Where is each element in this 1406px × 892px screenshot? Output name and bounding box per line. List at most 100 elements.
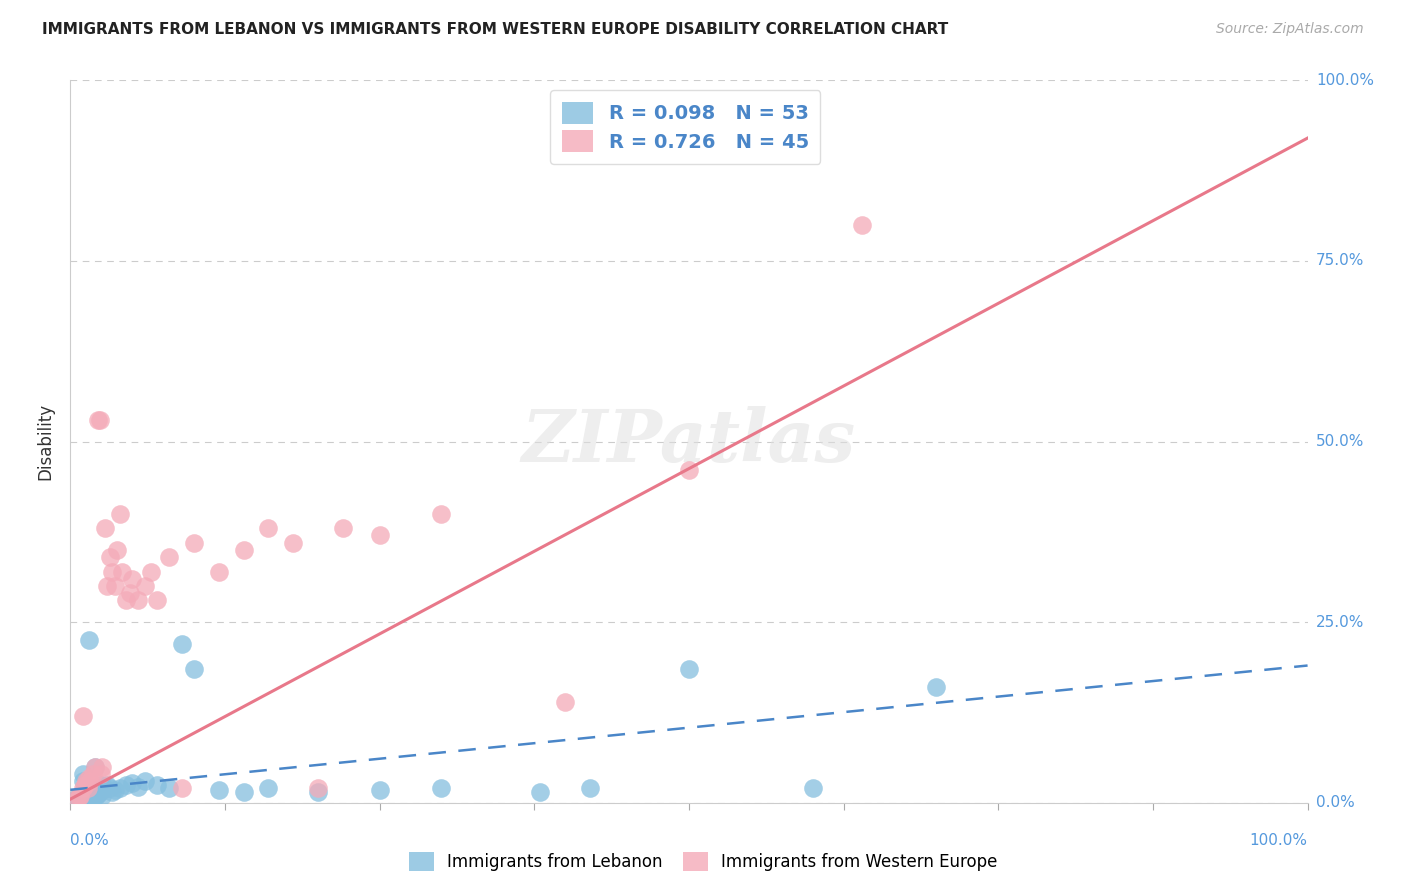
Point: [75, 787, 97, 801]
Point: [121, 572, 143, 586]
Point: [72, 774, 94, 789]
Point: [72, 793, 94, 807]
Point: [89, 785, 111, 799]
Text: 75.0%: 75.0%: [1316, 253, 1364, 268]
Point: [70, 787, 93, 801]
Point: [84, 760, 107, 774]
Point: [82, 767, 104, 781]
Legend: R = 0.098   N = 53, R = 0.726   N = 45: R = 0.098 N = 53, R = 0.726 N = 45: [550, 90, 821, 164]
Point: [108, 507, 131, 521]
Point: [678, 463, 700, 477]
Point: [72, 781, 94, 796]
Point: [90, 778, 112, 792]
Text: ZIPatlas: ZIPatlas: [522, 406, 856, 477]
Y-axis label: Disability: Disability: [37, 403, 55, 480]
Point: [77, 771, 100, 785]
Point: [86, 787, 108, 801]
Point: [69, 789, 91, 803]
Point: [257, 781, 280, 796]
Point: [89, 413, 111, 427]
Point: [69, 791, 91, 805]
Point: [84, 789, 107, 803]
Point: [307, 785, 329, 799]
Point: [332, 521, 354, 535]
Text: 0.0%: 0.0%: [70, 833, 110, 848]
Text: 50.0%: 50.0%: [1316, 434, 1364, 449]
Point: [157, 550, 180, 565]
Point: [554, 695, 576, 709]
Point: [307, 781, 329, 796]
Point: [98, 781, 121, 796]
Point: [72, 785, 94, 799]
Legend: Immigrants from Lebanon, Immigrants from Western Europe: Immigrants from Lebanon, Immigrants from…: [401, 843, 1005, 880]
Point: [678, 662, 700, 676]
Point: [430, 507, 453, 521]
Point: [146, 778, 169, 792]
Point: [80, 789, 103, 803]
Point: [98, 550, 121, 565]
Point: [368, 528, 391, 542]
Point: [134, 579, 156, 593]
Point: [75, 774, 97, 789]
Point: [851, 218, 873, 232]
Point: [121, 775, 143, 789]
Point: [67, 789, 90, 803]
Point: [75, 790, 97, 805]
Point: [232, 785, 254, 799]
Point: [86, 413, 108, 427]
Point: [90, 767, 112, 781]
Point: [157, 781, 180, 796]
Point: [127, 593, 149, 607]
Text: 100.0%: 100.0%: [1316, 73, 1374, 87]
Text: IMMIGRANTS FROM LEBANON VS IMMIGRANTS FROM WESTERN EUROPE DISABILITY CORRELATION: IMMIGRANTS FROM LEBANON VS IMMIGRANTS FR…: [42, 22, 949, 37]
Point: [72, 709, 94, 723]
Point: [579, 781, 602, 796]
Point: [101, 785, 124, 799]
Point: [82, 787, 104, 801]
Point: [146, 593, 169, 607]
Point: [127, 780, 149, 794]
Point: [118, 586, 141, 600]
Point: [111, 565, 134, 579]
Point: [65, 792, 87, 806]
Point: [208, 565, 231, 579]
Point: [94, 781, 117, 796]
Point: [170, 781, 193, 796]
Point: [79, 781, 101, 796]
Point: [76, 781, 98, 796]
Text: 100.0%: 100.0%: [1250, 833, 1308, 848]
Point: [139, 565, 162, 579]
Text: Source: ZipAtlas.com: Source: ZipAtlas.com: [1216, 22, 1364, 37]
Point: [281, 535, 304, 549]
Point: [115, 593, 138, 607]
Point: [91, 789, 114, 803]
Point: [925, 680, 948, 694]
Point: [183, 535, 205, 549]
Point: [94, 521, 117, 535]
Point: [87, 781, 110, 796]
Point: [77, 785, 100, 799]
Point: [67, 790, 90, 805]
Point: [73, 789, 96, 803]
Point: [72, 790, 94, 805]
Point: [257, 521, 280, 535]
Point: [96, 579, 118, 593]
Point: [170, 637, 193, 651]
Point: [232, 542, 254, 557]
Point: [77, 633, 100, 648]
Text: 0.0%: 0.0%: [1316, 796, 1354, 810]
Point: [66, 790, 89, 805]
Point: [208, 782, 231, 797]
Point: [84, 760, 107, 774]
Point: [101, 565, 124, 579]
Point: [72, 767, 94, 781]
Point: [115, 778, 138, 792]
Point: [183, 662, 205, 676]
Point: [76, 789, 98, 804]
Point: [134, 774, 156, 789]
Point: [529, 785, 551, 799]
Point: [79, 774, 101, 789]
Point: [108, 781, 131, 796]
Point: [105, 542, 128, 557]
Point: [65, 792, 87, 806]
